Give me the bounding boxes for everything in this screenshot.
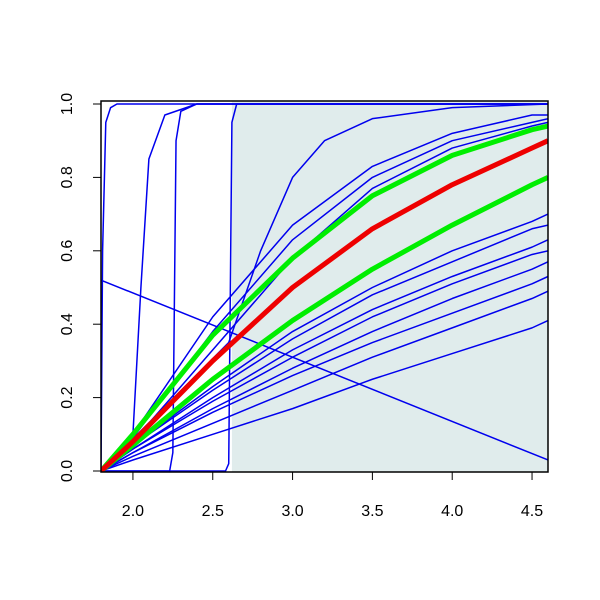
y-tick-label: 0.4	[59, 313, 76, 335]
plot-area	[101, 101, 548, 472]
curve	[101, 138, 548, 472]
curve	[101, 250, 548, 472]
x-tick-label: 2.5	[202, 503, 224, 520]
curve	[101, 175, 548, 472]
x-tick-label: 4.0	[441, 503, 463, 520]
x-tick-label: 3.5	[361, 503, 383, 520]
x-tick-label: 2.0	[122, 503, 144, 520]
y-tick-label: 0.0	[59, 460, 76, 482]
shaded-region	[231, 101, 548, 472]
y-tick-label: 0.6	[59, 240, 76, 262]
y-tick-label: 0.2	[59, 386, 76, 408]
plot-frame	[100, 100, 549, 473]
curve	[101, 103, 548, 472]
curve	[101, 275, 548, 472]
x-tick-label: 4.5	[521, 503, 543, 520]
y-tick-label: 1.0	[59, 93, 76, 115]
y-tick-label: 0.8	[59, 166, 76, 188]
curve	[101, 319, 548, 472]
curve	[101, 123, 548, 472]
curve	[101, 103, 548, 472]
x-tick-label: 3.0	[281, 503, 303, 520]
curve	[101, 279, 548, 461]
